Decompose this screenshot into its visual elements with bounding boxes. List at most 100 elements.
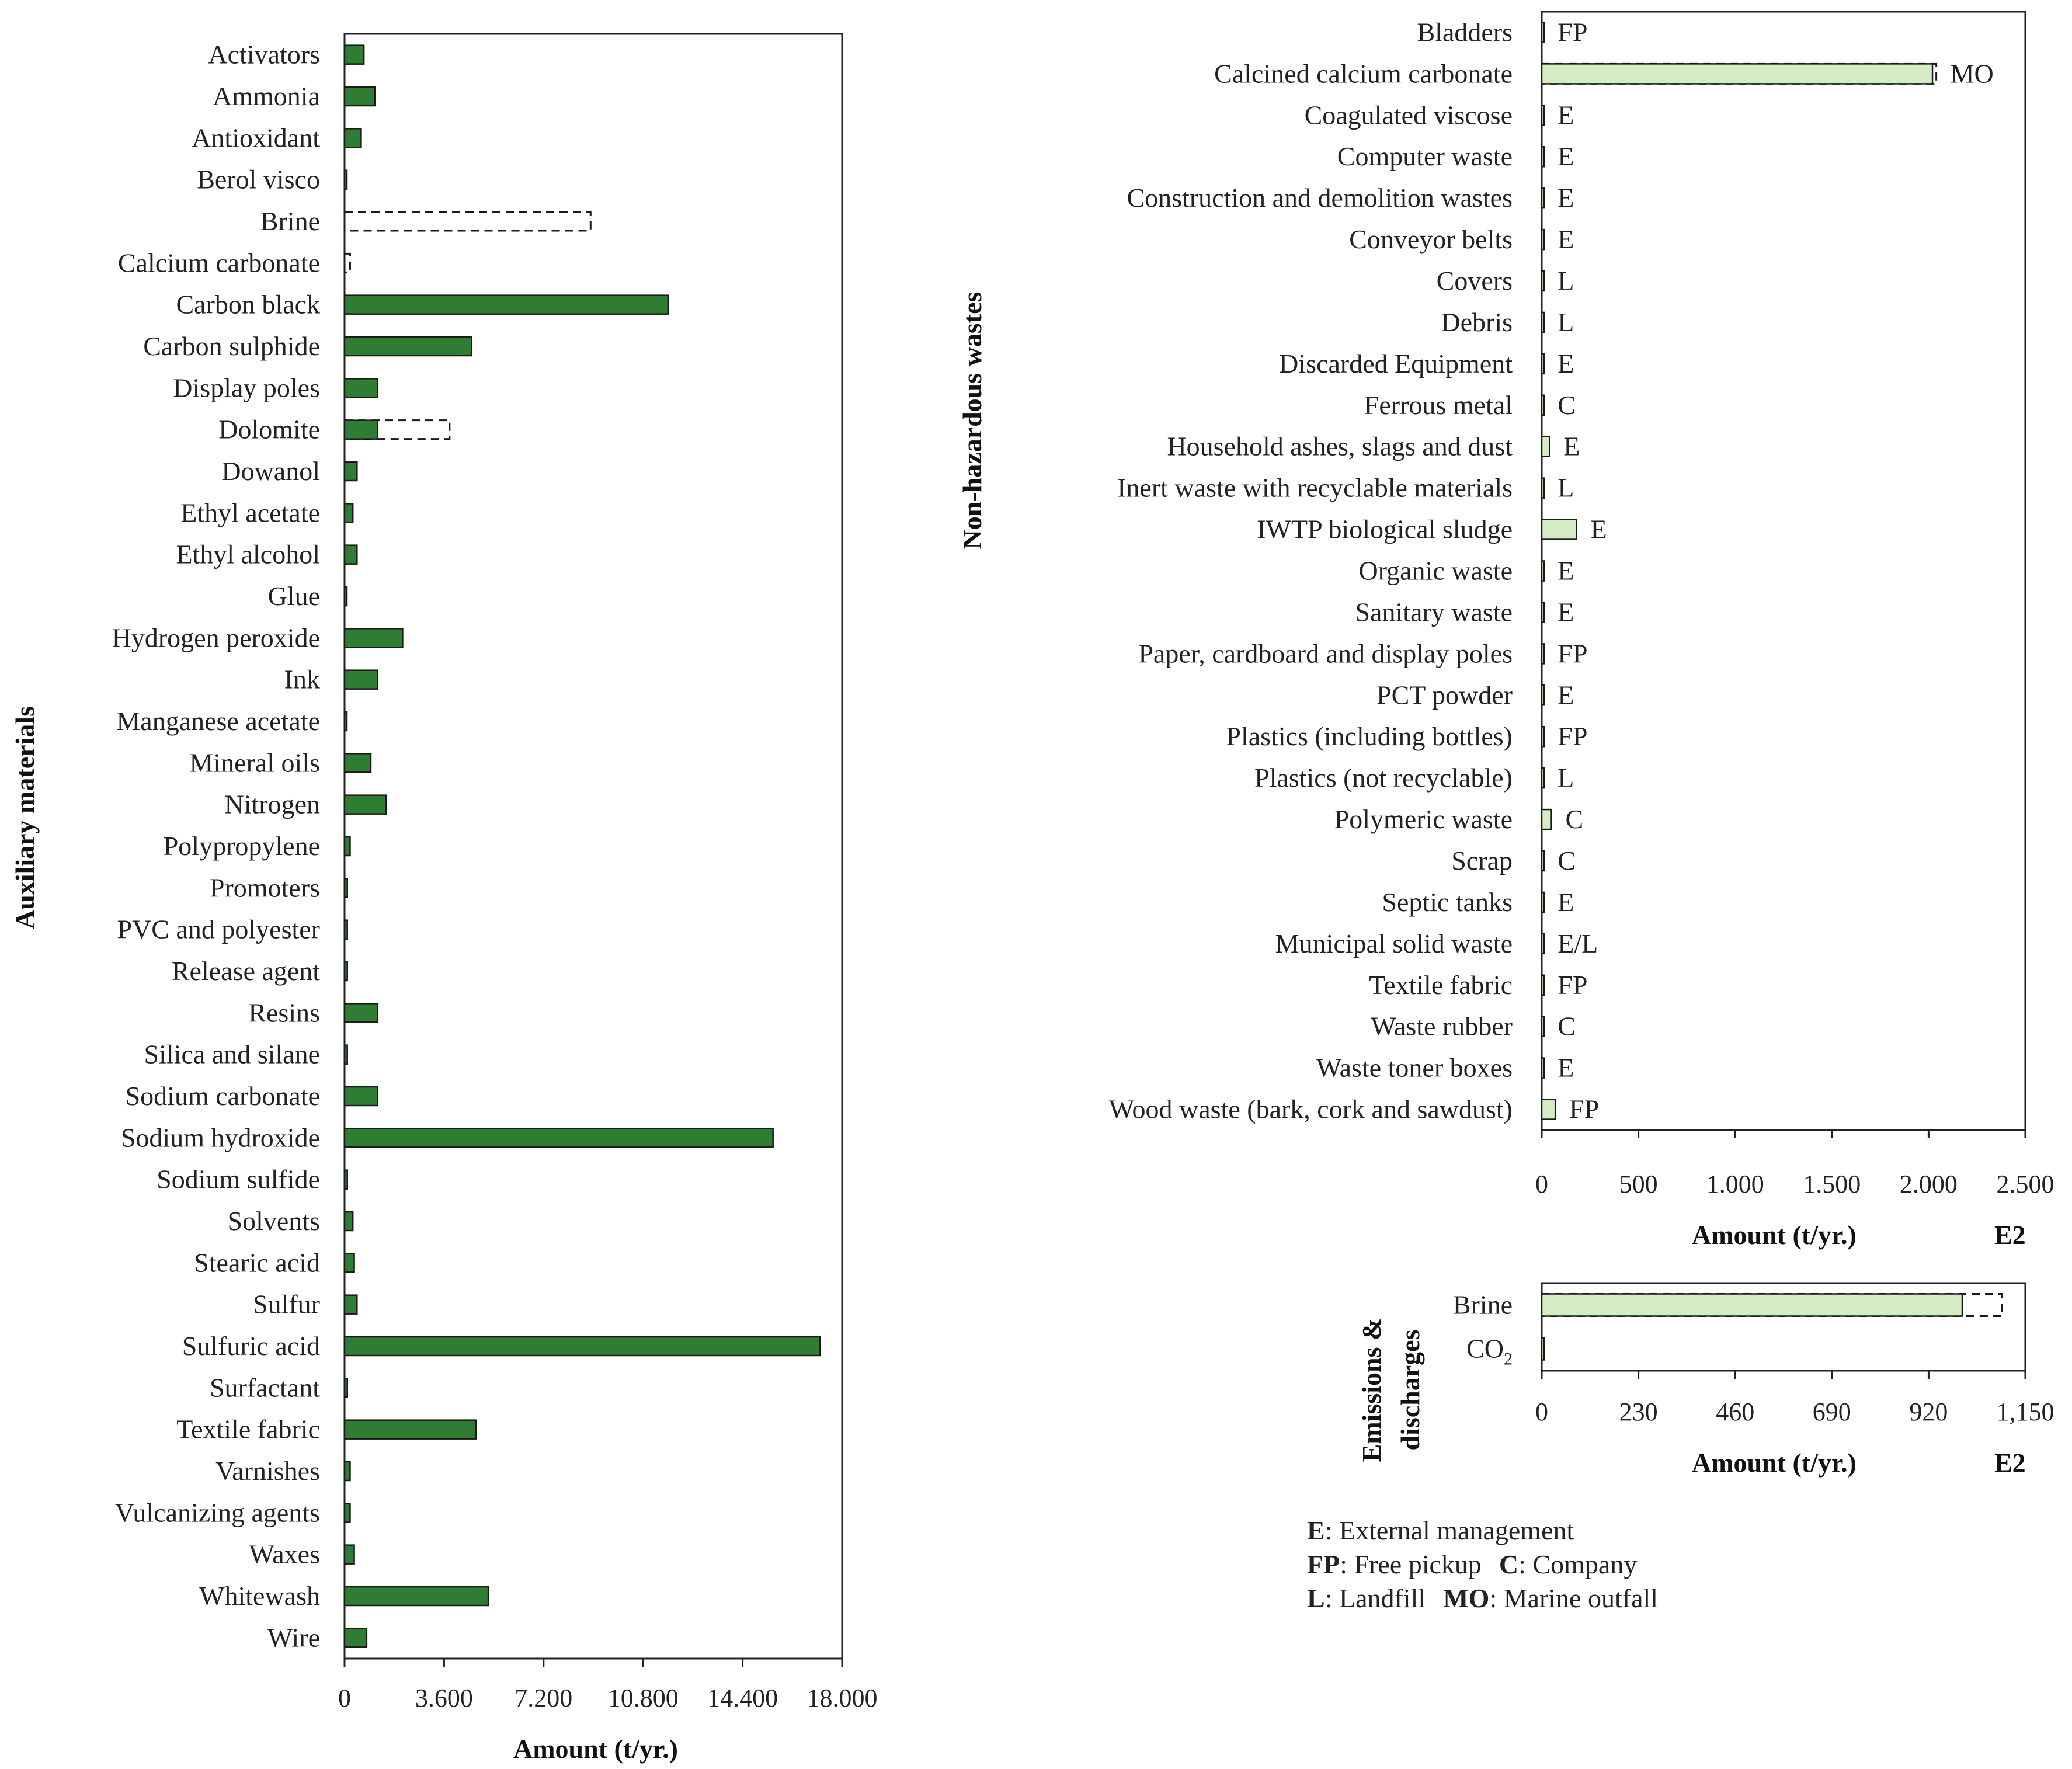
nh-bar-computer-waste: [1541, 145, 1545, 168]
em-tick-label: 920: [1909, 1398, 1948, 1426]
nh-destination-tag: E: [1558, 224, 1574, 254]
nh-destination-tag: E: [1558, 1053, 1574, 1083]
nh-bar-discarded-equipment: [1541, 353, 1545, 375]
aux-category-label: Brine: [260, 206, 320, 236]
nh-destination-tag: L: [1558, 763, 1574, 793]
nh-tick-label: 1.500: [1803, 1170, 1861, 1198]
nh-category-label: Inert waste with recyclable materials: [1117, 473, 1513, 503]
nh-destination-tag: E: [1558, 556, 1574, 586]
aux-category-label: Resins: [248, 998, 320, 1027]
nh-bar-wood-waste-bark-cork-and-sawdust: [1541, 1099, 1556, 1120]
nh-category-label: Plastics (including bottles): [1226, 721, 1513, 751]
aux-bar-sodium-sulfide: [343, 1169, 348, 1190]
nh-bar-plastics-including-bottles: [1541, 725, 1545, 748]
nh-destination-tag: E: [1558, 141, 1574, 171]
nh-destination-tag: FP: [1558, 721, 1587, 751]
nh-bar-sanitary-waste: [1541, 602, 1545, 623]
nh-bar-coagulated-viscose: [1541, 105, 1545, 126]
legend-key-fp: FP: [1307, 1549, 1340, 1579]
aux-bar-hydrogen-peroxide: [343, 628, 404, 648]
aux-bar-resins: [343, 1003, 379, 1023]
nh-category-label: Wood waste (bark, cork and sawdust): [1109, 1094, 1513, 1124]
nh-destination-tag: C: [1558, 1012, 1576, 1041]
nh-tick-label: 0: [1535, 1170, 1548, 1198]
aux-bar-whitewash: [343, 1586, 489, 1607]
aux-bar-solvents: [343, 1211, 354, 1232]
aux-category-label: Display poles: [173, 373, 320, 402]
nh-destination-tag: E: [1558, 349, 1574, 378]
aux-category-label: Ammonia: [213, 81, 320, 111]
nh-category-label: Waste toner boxes: [1316, 1053, 1513, 1083]
aux-bar-carbon-sulphide: [343, 336, 472, 357]
aux-tick-label: 18.000: [807, 1684, 878, 1712]
nh-destination-tag: FP: [1569, 1094, 1599, 1124]
nh-bar-inert-waste-with-recyclable-materials: [1541, 477, 1545, 499]
nh-tick-label: 1.000: [1706, 1170, 1764, 1198]
non-hazardous-wastes-chart: Bladders Calcined calcium carbonate Coagul…: [957, 11, 2054, 1250]
legend: E: External management FP: Free pickup C:…: [1307, 1516, 1658, 1613]
nh-category-label: Construction and demolition wastes: [1127, 183, 1513, 213]
aux-category-label: Activators: [208, 40, 320, 69]
aux-category-label: Stearic acid: [194, 1247, 320, 1277]
aux-category-label: Whitewash: [199, 1581, 320, 1611]
aux-dashed-bar-dolomite: [343, 419, 451, 440]
nh-bar-municipal-solid-waste: [1541, 933, 1545, 955]
nh-destination-tag: E: [1558, 887, 1574, 917]
aux-category-label: Textile fabric: [176, 1414, 320, 1444]
aux-category-label: Polypropylene: [164, 831, 320, 861]
nh-destination-tag: C: [1558, 390, 1576, 420]
aux-category-label: Manganese acetate: [116, 706, 320, 736]
em-tick-label: 230: [1619, 1398, 1658, 1426]
aux-tick-label: 10.800: [608, 1684, 679, 1712]
nh-category-label: Waste rubber: [1371, 1012, 1513, 1041]
aux-category-label: Calcium carbonate: [118, 248, 320, 277]
aux-category-label: Ethyl alcohol: [176, 540, 320, 569]
legend-text-mo: : Marine outfall: [1489, 1583, 1658, 1613]
aux-bar-nitrogen: [343, 794, 387, 815]
nh-bar-textile-fabric: [1541, 974, 1545, 996]
aux-dashed-bar-calcium-carbonate: [343, 252, 351, 273]
em-xlabel: Amount (t/yr.): [1692, 1448, 1857, 1478]
nh-destination-tag: E: [1563, 432, 1580, 461]
aux-bar-ethyl-alcohol: [343, 544, 358, 565]
nh-bar-ferrous-metal: [1541, 394, 1545, 416]
aux-category-label: Waxes: [249, 1539, 320, 1569]
nh-bar-iwtp-biological-sludge: [1541, 519, 1577, 540]
nh-destination-tag: C: [1566, 804, 1584, 834]
nh-category-label: Covers: [1437, 266, 1513, 296]
nh-scenario: E2: [1994, 1220, 2026, 1250]
nh-category-label: Household ashes, slags and dust: [1167, 432, 1513, 461]
nh-destination-tag: E: [1558, 597, 1574, 627]
nh-category-label: Debris: [1441, 307, 1513, 337]
aux-bar-pvc-and-polyester: [343, 919, 348, 940]
em-ylabel-line1: Emissions &: [1357, 1318, 1386, 1462]
auxiliary-materials-chart: Activators Ammonia Antioxidant Berol visco B…: [10, 33, 878, 1764]
em-scenario: E2: [1994, 1448, 2026, 1478]
nh-bar-household-ashes-slags-and-dust: [1541, 436, 1550, 457]
emissions-discharges-chart: Brine CO2 0 230 460 690 920 1,150 Emissions & …: [1357, 1282, 2054, 1478]
nh-bar-plastics-not-recyclable: [1541, 767, 1545, 789]
aux-category-label: Sulfur: [253, 1290, 320, 1319]
aux-bar-manganese-acetate: [343, 711, 348, 732]
nh-category-label: IWTP biological sludge: [1257, 515, 1513, 544]
aux-bar-vulcanizing-agents: [343, 1503, 351, 1523]
nh-destination-tag: FP: [1558, 17, 1587, 47]
nh-destination-tag: C: [1558, 846, 1576, 875]
nh-destination-tag: E: [1591, 515, 1607, 544]
nh-category-label: Conveyor belts: [1349, 224, 1513, 254]
nh-destination-tag: L: [1558, 266, 1574, 296]
aux-bar-ink: [343, 669, 379, 690]
aux-bar-sodium-carbonate: [343, 1086, 379, 1107]
legend-key-mo: MO: [1443, 1583, 1489, 1613]
nh-bar-covers: [1541, 270, 1545, 292]
aux-category-label: Varnishes: [215, 1456, 320, 1486]
nh-category-label: Bladders: [1417, 17, 1513, 47]
aux-category-label: Sodium hydroxide: [121, 1122, 320, 1152]
aux-bar-berol-visco: [343, 169, 348, 190]
aux-bar-surfactant: [343, 1378, 348, 1398]
nh-category-label: Discarded Equipment: [1279, 349, 1513, 378]
aux-bar-dolomite: [343, 419, 379, 440]
aux-bar-sodium-hydroxide: [343, 1128, 774, 1148]
nh-category-label: Textile fabric: [1369, 970, 1513, 1000]
nh-category-label: Computer waste: [1337, 141, 1513, 171]
